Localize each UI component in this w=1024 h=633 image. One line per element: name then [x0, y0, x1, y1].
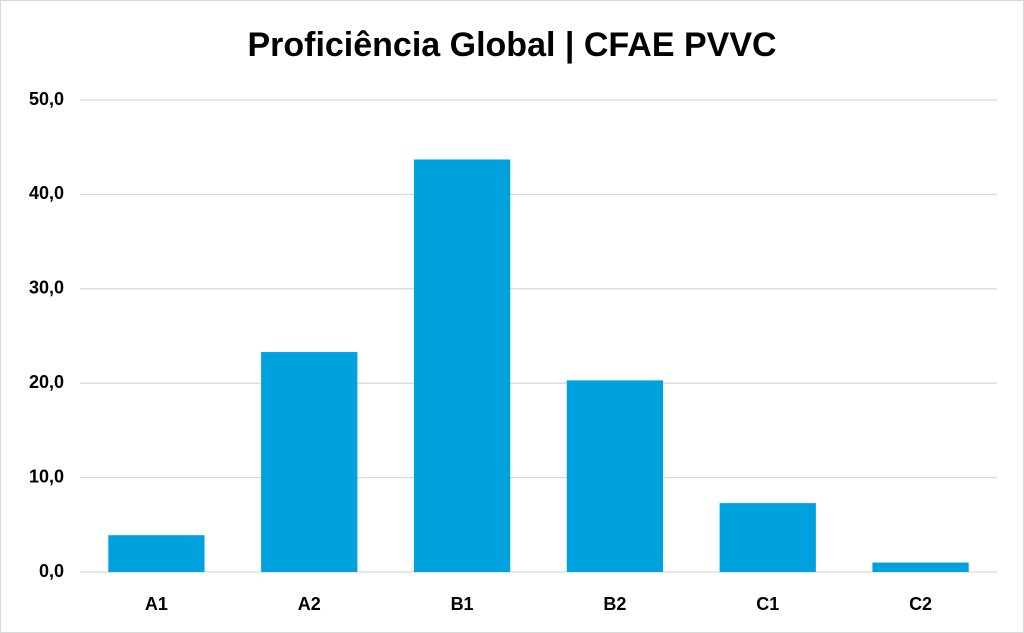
bar — [872, 562, 969, 572]
bar — [261, 352, 358, 572]
bar — [108, 535, 205, 572]
bar — [413, 159, 511, 573]
x-tick-label: A2 — [298, 594, 321, 614]
x-tick-label: B2 — [603, 594, 626, 614]
x-tick-label: C1 — [756, 594, 779, 614]
x-tick-label: A1 — [145, 594, 168, 614]
y-tick-label: 50,0 — [29, 89, 64, 109]
y-tick-label: 0,0 — [39, 561, 64, 581]
chart-title: Proficiência Global | CFAE PVVC — [247, 26, 776, 64]
x-tick-label: B1 — [451, 594, 474, 614]
x-tick-label: C2 — [909, 594, 932, 614]
y-tick-label: 10,0 — [29, 466, 64, 486]
y-tick-label: 20,0 — [29, 372, 64, 392]
bar — [566, 380, 664, 572]
y-tick-label: 30,0 — [29, 278, 64, 298]
y-tick-label: 40,0 — [29, 183, 64, 203]
bar — [719, 503, 816, 572]
